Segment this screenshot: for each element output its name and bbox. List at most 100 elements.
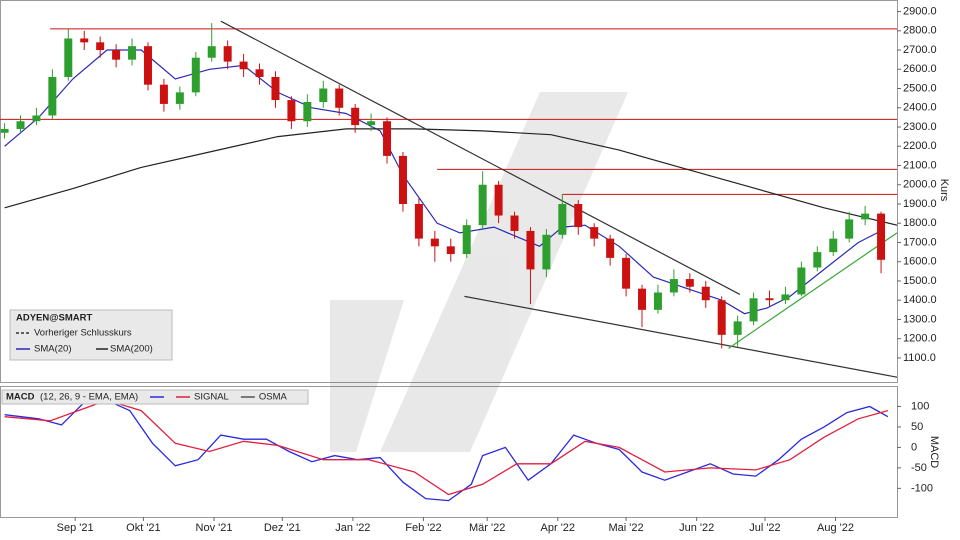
candle-body [749,298,758,322]
candle-body [877,213,886,260]
legend-label: Vorheriger Schlusskurs [34,328,132,339]
plot: 1100.0 1200.0 1300.0 1400.0 1500.0 1600.0 1700… [0,5,937,534]
candle-body [287,100,296,122]
candle-body [701,286,710,301]
candle-body [32,115,41,122]
candle-body [494,184,503,216]
candle-body [128,46,137,60]
candle-body [653,292,662,310]
candle-body [414,203,423,239]
candle-body [685,279,694,287]
indicator-line [4,49,882,315]
legend [9,309,173,361]
y-axis-label: MACD [928,436,940,468]
macd-title: MACD [6,392,35,403]
candle-body [813,252,822,268]
candle-body [574,203,583,228]
candle-body [223,46,232,62]
candle-body [398,155,407,204]
candle-body [733,321,742,335]
y-tick-label: 1500.0 [903,275,937,287]
candle-body [622,257,631,289]
candle-body [590,227,599,239]
indicator-line [4,128,898,226]
candle-body [717,300,726,335]
candle-body [606,238,615,258]
candle-body [112,50,121,60]
y-tick-label: 2000.0 [903,179,937,191]
candle-body [765,298,774,301]
x-tick-label: Apr '22 [541,522,576,534]
macd-panel [0,386,898,518]
y-tick-label: 2200.0 [903,140,937,152]
candle-body [526,230,535,270]
candle-body [861,213,870,220]
candle-body [430,238,439,247]
candle-body [64,38,73,77]
candle-body [255,69,264,77]
candle-body [510,215,519,231]
x-tick-label: Jan '22 [335,522,370,534]
candle-body [638,288,647,310]
x-tick-label: Mai '22 [609,522,644,534]
y-tick-label: 0 [911,441,917,453]
candle-body [48,76,57,116]
candle-body [542,234,551,270]
candle-body [319,88,328,102]
x-tick-label: Aug '22 [817,522,854,534]
candle-body [96,42,105,51]
x-tick-label: Sep '21 [57,522,94,534]
macd-line [4,399,889,502]
candle-body [191,57,200,93]
candle-body [351,107,360,126]
candle-body [383,121,392,156]
candle-body [143,46,152,85]
candle-body [335,88,344,108]
x-tick-label: Nov '21 [196,522,233,534]
candle-body [303,101,312,122]
candle-body [271,76,280,101]
candle-body [159,84,168,104]
y-tick-label: 50 [911,421,923,433]
legend-label: OSMA [259,392,288,403]
trend-line [728,232,898,349]
y-tick-label: 2500.0 [903,82,937,94]
candle-body [478,184,487,226]
trend-line [220,20,741,295]
candle-body [781,294,790,301]
y-tick-label: 2900.0 [903,5,937,17]
macd-subtitle: (12, 26, 9 - EMA, EMA) [40,392,138,403]
macd-line [4,399,889,496]
legend-title: ADYEN@SMART [16,313,92,324]
candle-body [845,219,854,239]
candle-body [175,92,184,104]
candle-body [797,267,806,295]
candle-body [239,61,248,70]
candle-body [16,121,25,129]
x-tick-label: Mär '22 [469,522,505,534]
y-tick-label: 1200.0 [903,333,937,345]
candle-body [207,46,216,58]
candle-body [367,121,376,126]
y-tick-label: 1400.0 [903,294,937,306]
x-tick-label: Feb '22 [405,522,441,534]
y-tick-label: 2300.0 [903,121,937,133]
x-tick-label: Jul '22 [749,522,780,534]
x-tick-label: Jun '22 [679,522,714,534]
candle-body [0,128,9,133]
trend-line [464,295,898,378]
y-axis-label: Kurs [938,179,950,202]
y-tick-label: 2600.0 [903,63,937,75]
y-tick-label: 2700.0 [903,44,937,56]
y-tick-label: 100 [911,400,929,412]
y-tick-label: -50 [911,462,927,474]
candle-body [669,279,678,293]
y-tick-label: 2100.0 [903,159,937,171]
y-tick-label: 1600.0 [903,256,937,268]
candle-body [558,203,567,235]
watermark [330,92,628,452]
y-tick-label: 2800.0 [903,25,937,37]
y-tick-label: -100 [911,482,933,494]
legend-label: SMA(200) [110,344,153,355]
